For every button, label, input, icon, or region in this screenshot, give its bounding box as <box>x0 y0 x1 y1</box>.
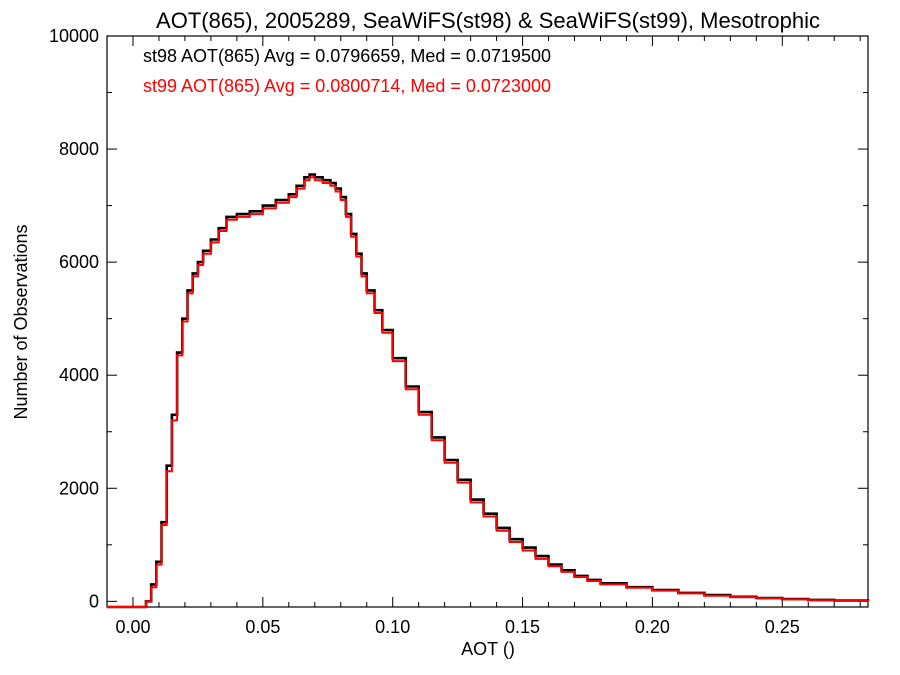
y-tick-label-0: 0 <box>89 591 99 611</box>
y-tick-label-5: 10000 <box>49 26 99 46</box>
y-tick-label-3: 6000 <box>59 252 99 272</box>
x-tick-label-2: 0.10 <box>375 617 410 637</box>
x-tick-label-3: 0.15 <box>505 617 540 637</box>
x-tick-label-4: 0.20 <box>635 617 670 637</box>
x-tick-label-0: 0.00 <box>115 617 150 637</box>
x-tick-label-1: 0.05 <box>245 617 280 637</box>
series-line-1 <box>107 176 869 608</box>
plot-area: 0.00 0.05 0.10 0.15 0.20 0.25 0 2000 4000 6000 800… <box>49 26 870 637</box>
legend-annotation-st98: st98 AOT(865) Avg = 0.0796659, Med = 0.0… <box>143 46 551 66</box>
y-tick-label-1: 2000 <box>59 478 99 498</box>
x-tick-label-5: 0.25 <box>765 617 800 637</box>
series-line-0 <box>107 173 870 609</box>
plot-frame <box>106 35 869 608</box>
y-tick-label-4: 8000 <box>59 139 99 159</box>
legend-annotation-st99: st99 AOT(865) Avg = 0.0800714, Med = 0.0… <box>143 76 551 96</box>
y-tick-label-2: 4000 <box>59 365 99 385</box>
chart-title: AOT(865), 2005289, SeaWiFS(st98) & SeaWi… <box>156 8 820 33</box>
y-axis-label: Number of Observations <box>11 224 31 419</box>
x-axis-label: AOT () <box>461 639 515 659</box>
